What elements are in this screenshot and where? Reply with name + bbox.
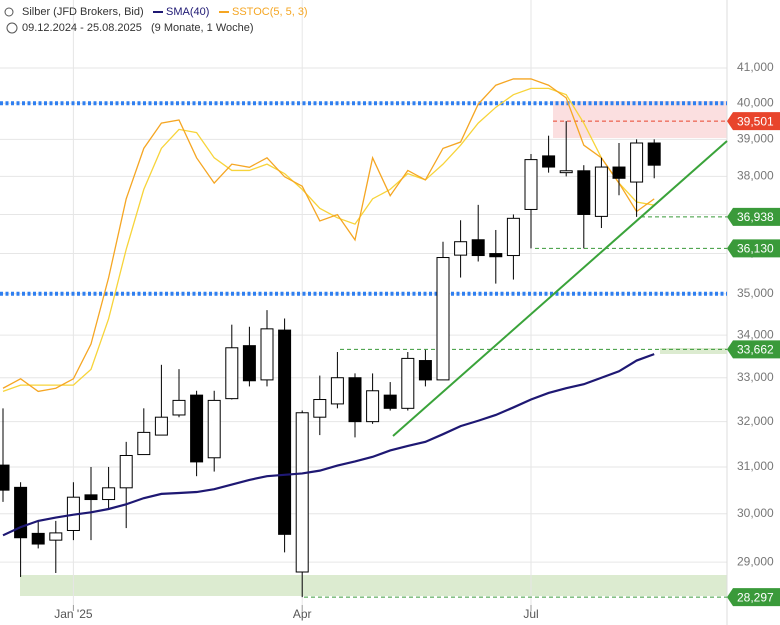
candle-body (295, 412, 309, 573)
candle-body (489, 253, 503, 258)
candle-body (383, 394, 397, 409)
level-label-bg (727, 340, 780, 359)
candle-body (401, 357, 415, 409)
level-label-bg (727, 207, 780, 226)
candle-body (172, 399, 186, 416)
candle-body (102, 487, 116, 501)
support-zone (20, 575, 727, 596)
candle-body (348, 377, 362, 423)
y-tick-label: 31,000 (737, 459, 774, 473)
trend-line (392, 140, 728, 437)
y-tick-label: 33,000 (737, 370, 774, 384)
y-tick-label: 38,000 (737, 169, 774, 183)
legend-swatch (219, 11, 229, 13)
candle-body (137, 431, 151, 456)
candle-body (506, 217, 520, 257)
candle-body (524, 159, 538, 210)
candle-body (190, 394, 204, 463)
level-label-bg (727, 588, 780, 607)
level-label: 33,662 (737, 343, 774, 357)
y-tick-label: 40,000 (737, 95, 774, 109)
candle-body (647, 142, 661, 166)
level-label: 28,297 (737, 590, 774, 604)
series-line (2, 353, 655, 537)
candle-body (31, 532, 45, 545)
y-tick-label: 41,000 (737, 60, 774, 74)
level-label-bg (727, 112, 780, 131)
legend-swatch (153, 11, 163, 13)
candle-body (49, 532, 63, 541)
candle-body (119, 454, 133, 489)
candle-body (436, 257, 450, 381)
legend-entry: SMA(40) (166, 6, 209, 18)
x-tick-label: Apr (293, 607, 312, 621)
candle-body (577, 170, 591, 215)
candle-body (612, 166, 626, 179)
candle-body (278, 329, 292, 535)
period: 09.12.2024 - 25.08.2025 (22, 22, 142, 34)
candle-body (366, 390, 380, 423)
candle-body (559, 170, 573, 174)
y-tick-label: 34,000 (737, 327, 774, 341)
candle-body (471, 239, 485, 257)
candle-body (313, 399, 327, 418)
candle-body (594, 166, 608, 217)
duration: (9 Monate, 1 Woche) (151, 22, 254, 34)
y-tick-label: 39,000 (737, 132, 774, 146)
clock-icon (6, 22, 18, 34)
x-tick-label: Jul (523, 607, 538, 621)
candle-body (418, 360, 432, 381)
candle-body (84, 494, 98, 501)
level-label-bg (727, 239, 780, 258)
candle-body (0, 464, 10, 491)
level-label: 36,938 (737, 210, 774, 224)
candle-body (542, 155, 556, 168)
level-label: 36,130 (737, 242, 774, 256)
icon (4, 7, 14, 17)
title: Silber (JFD Brokers, Bid) (22, 6, 144, 18)
candle-body (225, 347, 239, 400)
candle-body (454, 241, 468, 256)
y-tick-label: 32,000 (737, 414, 774, 428)
candle-body (330, 377, 344, 405)
candle-body (630, 142, 644, 183)
level-label: 39,501 (737, 114, 774, 128)
level-zone (660, 348, 727, 354)
series-line (2, 78, 655, 393)
y-tick-label: 35,000 (737, 286, 774, 300)
series-line (2, 87, 655, 393)
y-tick-label: 30,000 (737, 506, 774, 520)
candle-body (242, 345, 256, 382)
candle-body (207, 399, 221, 459)
y-tick-label: 29,000 (737, 554, 774, 568)
x-tick-label: Jan '25 (54, 607, 93, 621)
candle-body (154, 416, 168, 436)
candle-body (260, 328, 274, 381)
header: Silber (JFD Brokers, Bid) SMA(40) SSTOC(… (4, 6, 308, 34)
legend-entry: SSTOC(5, 5, 3) (232, 6, 308, 18)
